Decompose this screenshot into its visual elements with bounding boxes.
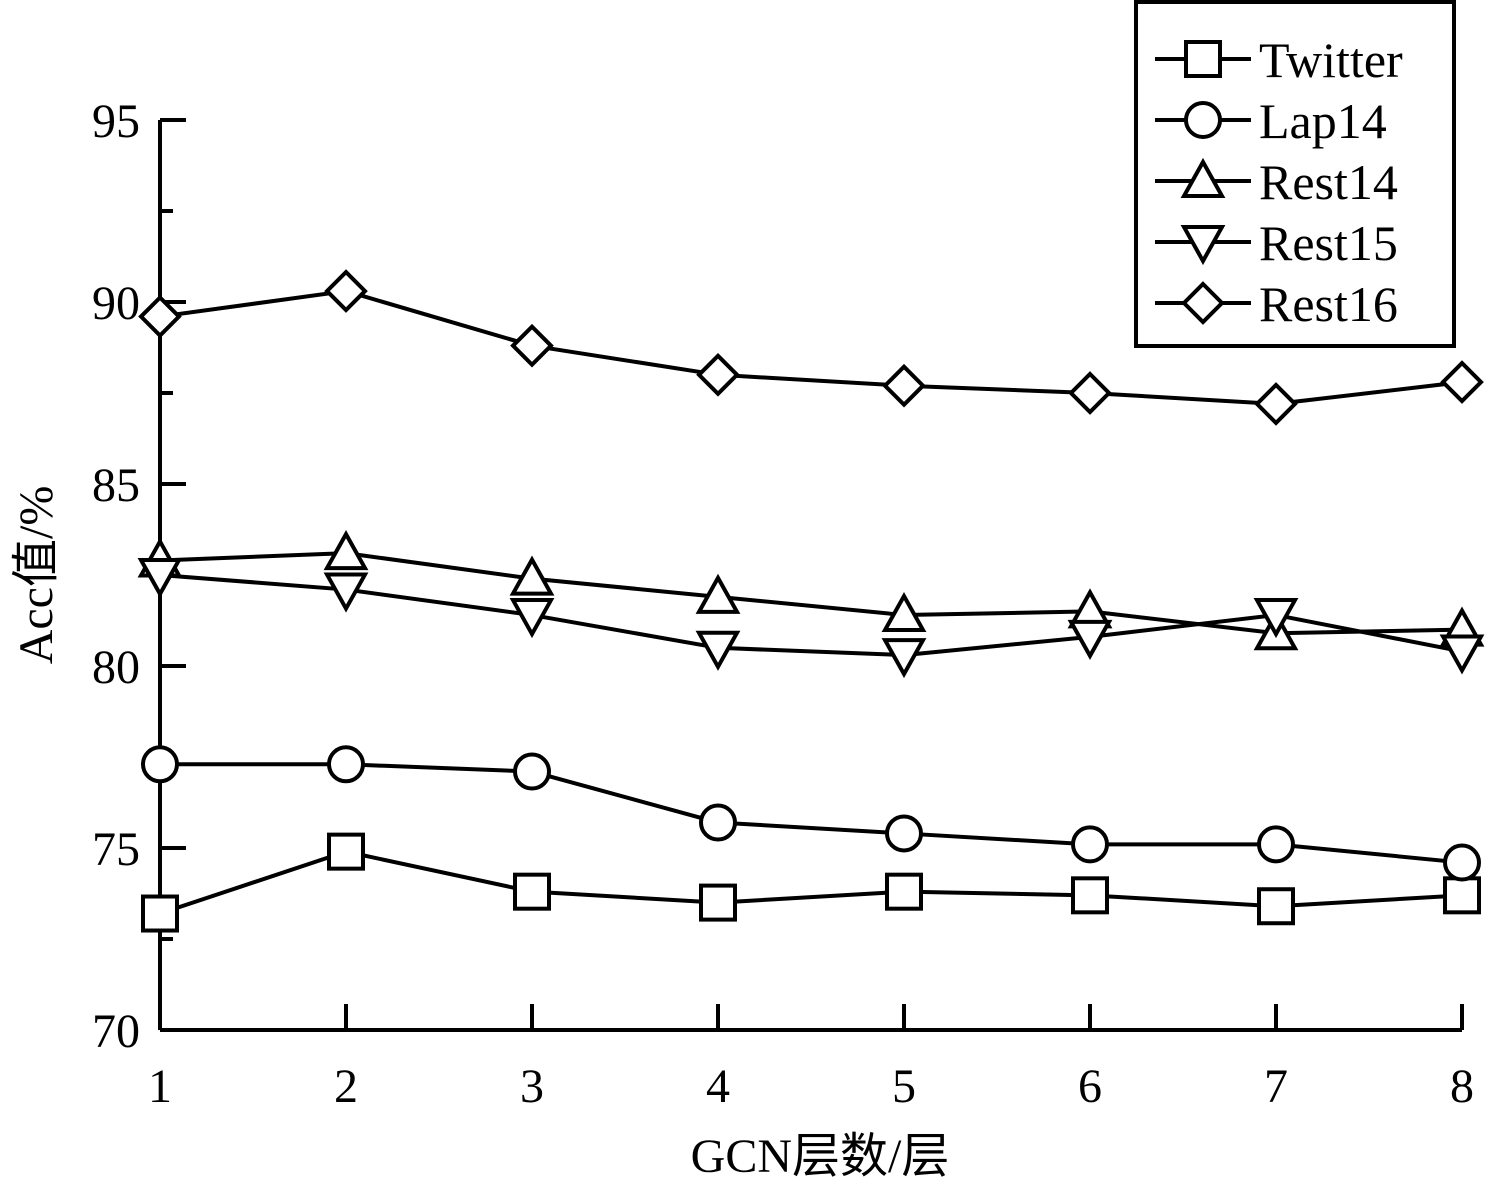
legend-item-twitter: Twitter <box>1155 32 1403 88</box>
legend-label-twitter: Twitter <box>1259 32 1403 88</box>
data-point-rest16 <box>882 363 926 408</box>
legend-label-rest16: Rest16 <box>1259 276 1398 332</box>
data-point-rest15 <box>323 572 369 613</box>
x-tick-label: 2 <box>334 1060 358 1113</box>
legend-marker-rest14 <box>1180 157 1226 198</box>
data-point-lap14 <box>513 752 551 791</box>
y-tick-label: 75 <box>92 823 140 876</box>
data-point-lap14 <box>885 814 923 853</box>
series-lap14 <box>141 745 1481 882</box>
data-point-rest14 <box>509 555 555 596</box>
data-point-rest15 <box>509 598 555 639</box>
x-tick-label: 1 <box>148 1060 172 1113</box>
x-tick-label: 6 <box>1078 1060 1102 1113</box>
data-point-rest15 <box>1439 634 1485 675</box>
series-line-twitter <box>159 849 1463 916</box>
data-point-rest14 <box>881 591 927 633</box>
x-tick-label: 5 <box>892 1060 916 1113</box>
series-line-rest16 <box>159 289 1463 406</box>
y-ticks: 70 75 80 85 90 95 <box>92 95 186 1058</box>
legend-item-rest16: Rest16 <box>1155 276 1398 332</box>
data-point-rest15 <box>695 630 741 671</box>
data-point-rest14 <box>695 573 741 614</box>
data-point-twitter <box>141 894 179 933</box>
data-point-twitter <box>1443 876 1481 915</box>
x-ticks: 1 2 3 4 5 6 7 8 <box>148 1004 1474 1113</box>
series-rest15 <box>137 558 1485 679</box>
data-point-lap14 <box>1443 843 1481 882</box>
legend-item-rest15: Rest15 <box>1155 215 1398 271</box>
data-point-twitter <box>1257 887 1295 926</box>
legend-marker-twitter <box>1184 40 1222 78</box>
y-tick-label: 70 <box>92 1005 140 1058</box>
data-point-rest15 <box>137 558 183 599</box>
data-point-rest16 <box>1068 371 1112 415</box>
data-point-twitter <box>327 832 365 871</box>
data-point-lap14 <box>699 803 737 842</box>
series-layer <box>137 269 1485 933</box>
y-tick-label: 90 <box>92 277 140 330</box>
data-point-lap14 <box>141 745 179 784</box>
data-point-twitter <box>885 872 923 911</box>
data-point-rest16 <box>138 294 182 339</box>
series-rest16 <box>138 269 1484 426</box>
data-point-rest15 <box>1067 619 1113 660</box>
axes: 70 75 80 85 90 95 1 2 3 4 5 6 7 8 GCN层数/层 Acc值/% <box>10 95 1474 1183</box>
data-point-lap14 <box>1071 825 1109 864</box>
data-point-twitter <box>513 872 551 911</box>
y-tick-label: 80 <box>92 641 140 694</box>
legend-label-rest15: Rest15 <box>1259 215 1398 271</box>
y-tick-label: 95 <box>92 95 140 148</box>
x-tick-label: 3 <box>520 1060 544 1113</box>
data-point-rest16 <box>696 352 740 397</box>
data-point-rest16 <box>324 269 368 313</box>
data-point-rest15 <box>1253 598 1299 639</box>
legend-marker-rest15 <box>1180 225 1226 266</box>
data-point-rest16 <box>510 323 554 368</box>
data-point-rest16 <box>1440 360 1484 404</box>
data-point-rest14 <box>323 530 369 571</box>
data-point-rest15 <box>881 638 927 679</box>
x-tick-label: 4 <box>706 1060 730 1113</box>
data-point-lap14 <box>327 745 365 784</box>
series-line-lap14 <box>160 762 1463 865</box>
x-tick-label: 7 <box>1264 1060 1288 1113</box>
x-axis-title: GCN层数/层 <box>691 1130 950 1183</box>
legend-marker-rest16 <box>1181 281 1225 325</box>
legend-label-lap14: Lap14 <box>1259 93 1387 149</box>
legend-item-rest14: Rest14 <box>1155 154 1398 210</box>
data-point-rest16 <box>1254 382 1298 426</box>
legend-label-rest14: Rest14 <box>1259 154 1398 210</box>
y-axis-title: Acc值/% <box>10 486 63 665</box>
legend-marker-lap14 <box>1184 101 1222 139</box>
series-line-rest15 <box>159 573 1463 658</box>
x-tick-label: 8 <box>1450 1060 1474 1113</box>
data-point-lap14 <box>1257 825 1295 864</box>
series-line-rest14 <box>159 551 1463 636</box>
series-twitter <box>141 832 1481 933</box>
y-tick-label: 85 <box>92 459 140 512</box>
legend-item-lap14: Lap14 <box>1155 93 1387 149</box>
data-point-twitter <box>699 883 737 922</box>
data-point-twitter <box>1071 876 1109 915</box>
